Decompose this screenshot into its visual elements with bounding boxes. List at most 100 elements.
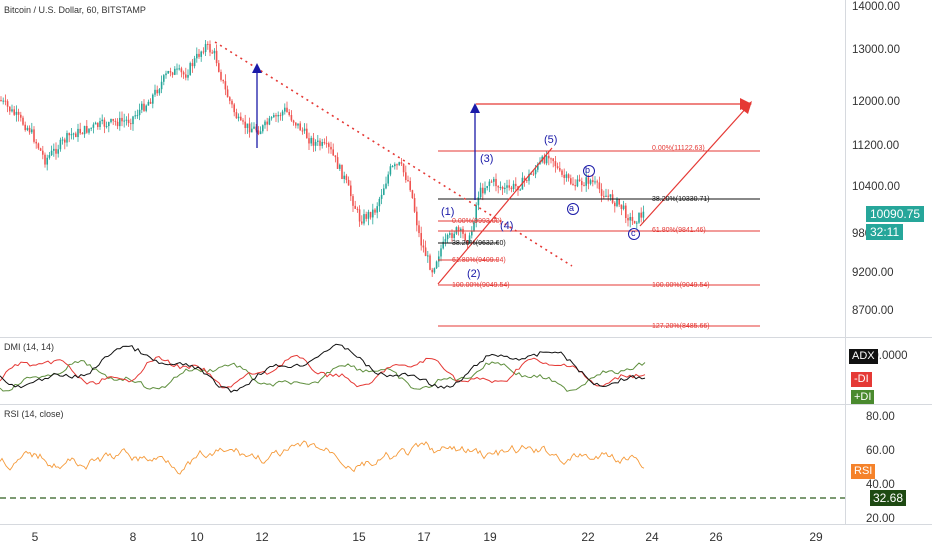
candle — [387, 171, 389, 187]
candle — [68, 132, 70, 143]
candle — [134, 110, 136, 120]
candle — [440, 244, 442, 262]
candle — [81, 132, 84, 135]
dmi-chart — [0, 343, 646, 393]
candle — [75, 131, 77, 138]
candle — [618, 198, 620, 207]
time-axis[interactable]: 5 8 10 12 15 17 19 22 24 26 29 — [0, 524, 932, 550]
candle — [94, 121, 97, 125]
candle — [499, 181, 502, 191]
candle — [413, 193, 416, 214]
candle — [248, 117, 251, 138]
pane-divider[interactable] — [0, 337, 932, 338]
candle — [50, 145, 53, 157]
price-tick: 14000.00 — [852, 1, 900, 13]
rsi-chart — [0, 440, 845, 499]
candle — [636, 220, 638, 229]
candle — [572, 177, 574, 186]
candle — [191, 58, 194, 73]
candle — [235, 108, 238, 119]
candle — [504, 182, 506, 193]
fib-right-618-label: 61.80%(9841.46) — [652, 227, 706, 234]
candle — [35, 139, 37, 149]
price-chart[interactable] — [0, 0, 932, 337]
candle — [314, 139, 317, 152]
wave-3-label: (3) — [480, 153, 494, 165]
candle — [356, 206, 359, 213]
price-tick: 10400.00 — [852, 181, 900, 193]
candle — [460, 227, 462, 238]
candle — [574, 179, 576, 191]
candle — [37, 142, 40, 150]
candle — [594, 176, 596, 185]
candle — [363, 209, 365, 226]
candle — [543, 153, 546, 165]
candle — [620, 204, 623, 216]
candle — [273, 112, 275, 118]
candle — [110, 118, 112, 124]
candle — [112, 118, 114, 126]
candle — [233, 102, 235, 117]
candle — [262, 124, 264, 134]
candle — [532, 170, 535, 176]
candle — [277, 111, 279, 123]
fib-left-618-label: 61.80%(9409.94) — [452, 257, 506, 264]
wave-a-circle — [567, 203, 579, 215]
blue-arrow-right-head — [470, 103, 480, 113]
target-trend-line — [639, 105, 749, 227]
candle — [127, 113, 130, 127]
price-axis-border[interactable] — [845, 0, 846, 524]
candle — [284, 103, 286, 115]
time-tick: 24 — [645, 530, 659, 544]
candle — [506, 179, 508, 195]
candle — [343, 171, 345, 184]
candle — [97, 122, 99, 130]
candle — [198, 48, 200, 59]
candle — [306, 123, 308, 139]
candle — [141, 101, 143, 114]
candle — [398, 161, 400, 167]
candle — [633, 220, 636, 224]
price-pane[interactable]: Bitcoin / U.S. Dollar, 60, BITSTAMP (1) … — [0, 0, 932, 337]
candle — [486, 185, 488, 191]
candle — [508, 179, 510, 191]
candle — [559, 161, 561, 173]
candle — [570, 174, 572, 186]
candle — [156, 85, 158, 97]
candle — [303, 123, 306, 134]
fib-right-0-label: 0.00%(11122.63) — [652, 145, 705, 152]
candle — [402, 163, 405, 177]
candle — [39, 147, 42, 152]
candle — [603, 190, 605, 199]
rsi-pane[interactable]: RSI (14, close) 80.00 60.00 40.00 20.00 … — [0, 404, 932, 525]
candle — [171, 71, 174, 78]
wave-trend-line — [437, 147, 553, 285]
candle — [215, 44, 218, 67]
candle — [15, 105, 18, 122]
candle — [86, 120, 88, 134]
candle — [44, 152, 46, 168]
candle — [391, 164, 394, 168]
price-tick: 9200.00 — [852, 267, 894, 279]
candle — [174, 66, 176, 76]
plus-di-tag: +DI — [851, 390, 875, 404]
candle — [79, 122, 81, 135]
candle — [33, 126, 35, 144]
fib-right-100-label: 100.00%(9049.54) — [652, 282, 710, 289]
candle — [64, 137, 66, 150]
dmi-pane[interactable]: DMI (14, 14) 40.0000 ADX -DI +DI — [0, 338, 932, 404]
candle — [244, 114, 246, 135]
candle — [605, 188, 607, 197]
candle — [576, 175, 579, 188]
candle — [589, 178, 592, 186]
candle — [160, 75, 163, 94]
candle — [187, 69, 189, 81]
candle — [270, 116, 273, 121]
target-horizontal-arrowhead — [740, 98, 752, 110]
candle — [389, 163, 392, 177]
candle — [169, 67, 172, 77]
pane-divider[interactable] — [0, 404, 932, 405]
candle — [242, 118, 244, 125]
candle — [220, 69, 222, 82]
candle — [354, 200, 356, 209]
